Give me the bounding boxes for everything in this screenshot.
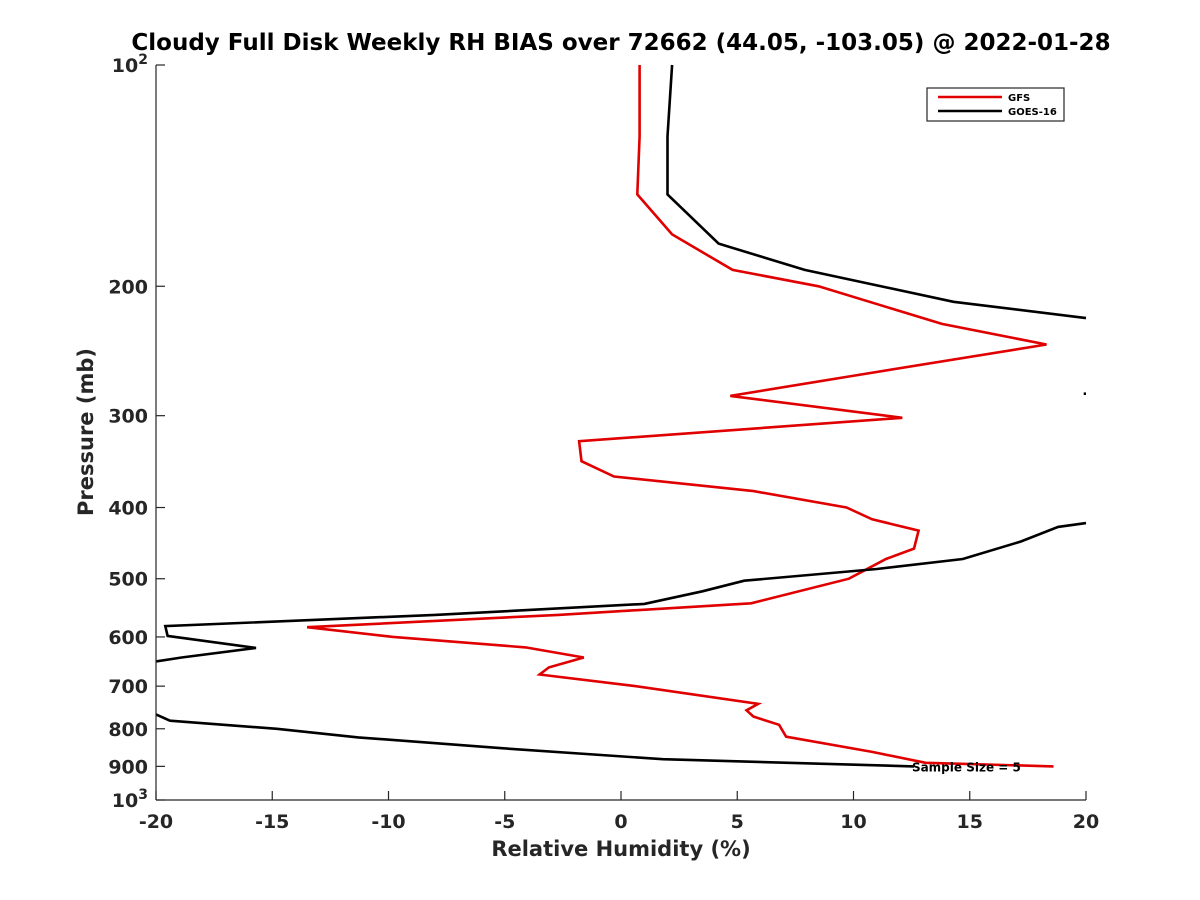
- x-tick-label: -10: [371, 811, 405, 833]
- y-axis-ticks: 102 200 300 400 500 600 700 800 900 103: [108, 52, 165, 812]
- y-tick-label: 200: [108, 276, 148, 298]
- x-tick-label: -5: [494, 811, 515, 833]
- x-tick-label: 0: [614, 811, 627, 833]
- series-line-goes-16: [156, 713, 915, 768]
- y-tick-label: 800: [108, 719, 148, 741]
- series-layer: [156, 64, 1087, 768]
- x-axis-ticks: -20 -15 -10 -5 0 5 10 15 20: [139, 791, 1099, 833]
- series-line-goes-16: [156, 521, 1087, 663]
- y-tick-label: 900: [108, 756, 148, 778]
- y-tick-label: 300: [108, 406, 148, 428]
- x-tick-label: 15: [957, 811, 983, 833]
- x-tick-label: -20: [139, 811, 173, 833]
- x-tick-label: 5: [731, 811, 744, 833]
- y-tick-label: 102: [112, 52, 148, 77]
- y-tick-label: 600: [108, 627, 148, 649]
- legend-label-goes-16: GOES-16: [1008, 107, 1057, 118]
- series-line-gfs: [306, 65, 1054, 768]
- x-tick-label: 20: [1073, 811, 1099, 833]
- y-tick-label: 700: [108, 676, 148, 698]
- x-tick-label: -15: [255, 811, 289, 833]
- y-tick-label: 103: [112, 787, 148, 812]
- annotation-layer: Sample Size = 5: [912, 760, 1021, 774]
- y-axis-label: Pressure (mb): [74, 348, 98, 516]
- x-axis-label: Relative Humidity (%): [491, 837, 750, 861]
- chart-title: Cloudy Full Disk Weekly RH BIAS over 726…: [131, 30, 1111, 56]
- y-tick-label: 500: [108, 569, 148, 591]
- legend-label-gfs: GFS: [1008, 93, 1030, 104]
- legend-box: [926, 87, 1065, 122]
- series-line-goes-16: [666, 64, 1087, 320]
- x-tick-label: 10: [840, 811, 866, 833]
- sample-size-annotation: Sample Size = 5: [912, 760, 1021, 774]
- axes-layer: [155, 65, 1086, 801]
- y-tick-label: 400: [108, 498, 148, 520]
- legend: GFS GOES-16: [926, 87, 1065, 122]
